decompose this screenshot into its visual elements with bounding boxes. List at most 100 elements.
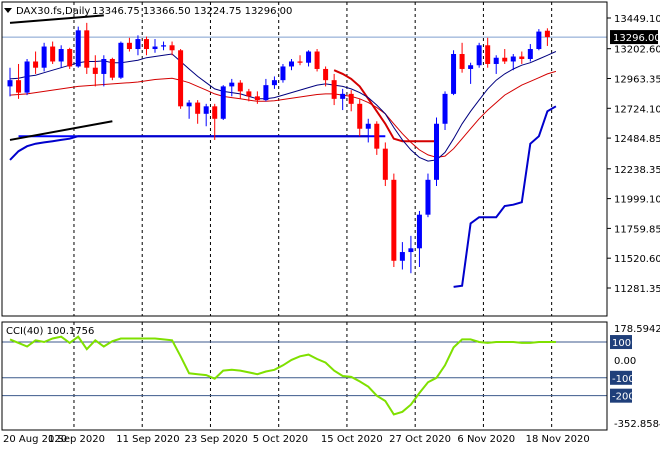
cci-panel-frame xyxy=(1,321,608,431)
candle-bear xyxy=(195,102,201,114)
candle-bear xyxy=(246,91,252,97)
date-tick-label: 5 Oct 2020 xyxy=(253,434,308,445)
candle-bull xyxy=(340,93,346,99)
date-tick-label: 20 Aug 2020 xyxy=(3,434,67,445)
candle-bear xyxy=(50,46,56,62)
candle-bull xyxy=(220,86,226,119)
candle-bear xyxy=(254,96,260,101)
candle-bull xyxy=(365,123,371,129)
candle-bull xyxy=(186,102,192,107)
cci-title: CCI(40) 100.1756 xyxy=(6,326,94,337)
stop-lower-line xyxy=(9,135,369,161)
candle-bull xyxy=(425,179,431,215)
price-tick-label: 12963.35 xyxy=(614,75,660,86)
candle-bear xyxy=(126,42,132,50)
candle-bull xyxy=(161,45,167,47)
cci-tick-label: -352.8584 xyxy=(614,419,660,430)
candle-bear xyxy=(237,82,243,92)
labels-layer: DAX30.fs,Daily 13346.75 13366.50 13224.7… xyxy=(4,6,292,337)
price-tick-label: 13202.60 xyxy=(614,45,660,56)
candle-bull xyxy=(229,82,235,87)
cci-line xyxy=(9,335,556,416)
stop-lower-line xyxy=(453,105,557,288)
candle-bear xyxy=(92,67,98,74)
candle-bull xyxy=(493,57,499,64)
candle-bull xyxy=(24,61,30,93)
date-tick-label: 1 Sep 2020 xyxy=(48,434,105,445)
candle-bull xyxy=(75,30,81,67)
cci-level-marker xyxy=(610,370,632,385)
candle-bull xyxy=(527,49,533,59)
candle-bear xyxy=(323,68,329,81)
date-tick-label: 18 Nov 2020 xyxy=(526,434,590,445)
current-price-marker xyxy=(610,30,658,45)
symbol-label: DAX30.fs,Daily xyxy=(16,6,90,17)
candle-bull xyxy=(203,106,209,114)
cci-panel xyxy=(2,322,607,430)
candle-bull xyxy=(451,54,457,94)
candle-bear xyxy=(544,30,550,38)
candle-bear xyxy=(143,39,149,50)
price-tick-label: 11281.35 xyxy=(614,284,660,295)
candle-bear xyxy=(314,51,320,69)
trend-line xyxy=(9,14,104,24)
cci-tick-label: 178.5942 xyxy=(614,324,660,335)
date-tick-label: 11 Sep 2020 xyxy=(116,434,179,445)
cci-level-label: 100 xyxy=(612,338,631,349)
candle-bear xyxy=(109,58,115,78)
candle-bear xyxy=(84,30,90,68)
price-tick-label: 12724.10 xyxy=(614,104,660,115)
candle-bull xyxy=(152,46,158,50)
current-price-label: 13296.00 xyxy=(613,33,660,44)
candle-bear xyxy=(485,45,491,64)
candle-bull xyxy=(263,85,269,101)
candle-bear xyxy=(519,56,525,59)
candle-bull xyxy=(476,45,482,66)
date-tick-label: 23 Sep 2020 xyxy=(184,434,247,445)
candle-bull xyxy=(41,46,47,68)
candle-bull xyxy=(510,56,516,62)
triangle-down-icon[interactable] xyxy=(4,8,12,13)
cci-level-label: -100 xyxy=(612,374,635,385)
trend-line xyxy=(9,120,113,141)
price-tick-label: 12484.85 xyxy=(614,134,660,145)
date-tick-label: 6 Nov 2020 xyxy=(457,434,515,445)
candle-bear xyxy=(297,61,303,63)
price-tick-label: 12238.35 xyxy=(614,165,660,176)
candle-bear xyxy=(459,54,465,69)
candle-bear xyxy=(374,123,380,149)
date-tick-label: 27 Oct 2020 xyxy=(389,434,451,445)
candle-bull xyxy=(118,42,124,78)
price-tick-label: 11520.60 xyxy=(614,254,660,265)
candle-bull xyxy=(468,65,474,69)
candle-bear xyxy=(169,45,175,51)
candle-bear xyxy=(178,50,184,107)
candle-bull xyxy=(442,93,448,124)
candle-bear xyxy=(348,93,354,104)
candle-bull xyxy=(58,49,64,62)
candle-bear xyxy=(67,49,73,67)
stop-upper-line xyxy=(333,69,437,143)
candle-bull xyxy=(135,39,141,50)
candle-bull xyxy=(280,66,286,81)
price-tick-label: 13449.10 xyxy=(614,14,660,25)
candle-bull xyxy=(416,214,422,249)
candle-bull xyxy=(7,80,13,87)
candle-bear xyxy=(212,106,218,119)
candle-bear xyxy=(357,103,363,129)
candle-bull xyxy=(399,252,405,261)
candle-bear xyxy=(502,57,508,62)
price-tick-label: 11999.10 xyxy=(614,195,660,206)
candle-bull xyxy=(306,51,312,63)
date-tick-label: 15 Oct 2020 xyxy=(321,434,383,445)
price-panel-frame xyxy=(1,1,608,317)
candle-bear xyxy=(33,61,39,68)
candle-bull xyxy=(408,248,414,253)
cci-tick-label: 0.00 xyxy=(614,356,636,367)
ohlc-values: 13346.75 13366.50 13224.75 13296.00 xyxy=(92,6,292,17)
cci-level-marker xyxy=(610,388,632,403)
candle-bull xyxy=(536,31,542,50)
ma-slow-line xyxy=(9,70,557,158)
